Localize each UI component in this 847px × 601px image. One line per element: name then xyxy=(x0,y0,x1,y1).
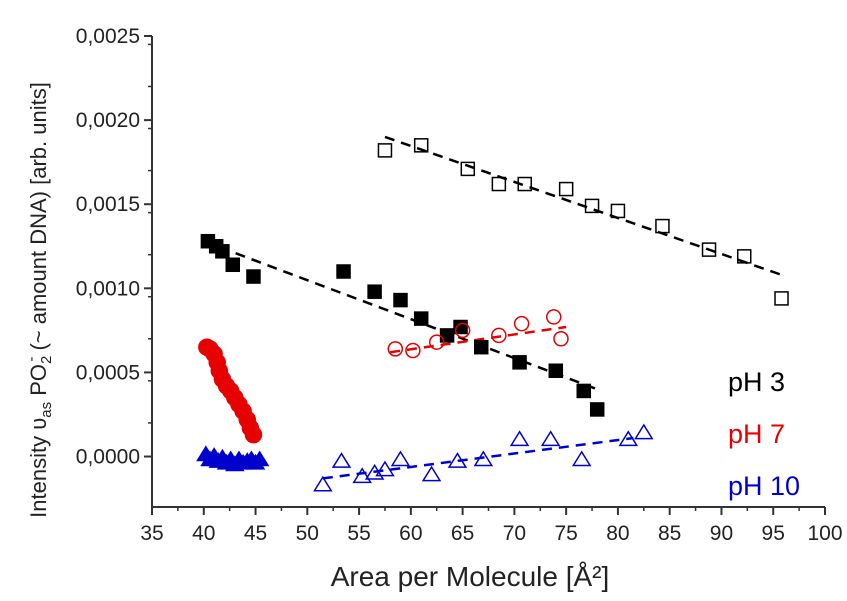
square-marker xyxy=(701,242,717,257)
y-axis: 0,0000 0,0005 0,0010 0,0015 0,0020 0,0025 xyxy=(76,25,152,469)
triangle-marker xyxy=(447,452,468,468)
y-tick-label: 0,0010 xyxy=(76,277,140,300)
y-tick-label: 0,0020 xyxy=(76,109,140,132)
square-marker xyxy=(367,284,382,299)
y-axis-title-mid-sub: 2 xyxy=(38,356,55,364)
circle-marker xyxy=(513,315,530,332)
legend: pH 3 pH 7 pH 10 xyxy=(728,367,800,501)
square-marker xyxy=(225,257,241,273)
x-axis: 35 40 45 50 55 60 65 70 75 80 85 90 95 100 xyxy=(140,507,843,545)
x-tick-label: 100 xyxy=(807,522,842,545)
x-axis-title: Area per Molecule [Å²] xyxy=(331,561,610,592)
y-axis-title-prefix: Intensity υ xyxy=(26,418,51,518)
legend-entry: pH 10 xyxy=(728,471,800,501)
data-points xyxy=(196,138,789,492)
circle-marker xyxy=(553,331,569,347)
x-tick-label: 60 xyxy=(399,522,422,545)
square-marker xyxy=(517,176,532,192)
x-tick-label: 40 xyxy=(192,522,215,545)
trend-line xyxy=(384,135,782,277)
y-axis-title-prefix-sub: as xyxy=(38,402,55,418)
x-tick-label: 75 xyxy=(554,522,577,545)
trend-line xyxy=(322,436,634,480)
triangle-marker xyxy=(331,452,352,468)
square-marker xyxy=(439,328,455,343)
x-tick-label: 80 xyxy=(606,522,629,545)
circle-marker xyxy=(428,334,445,350)
trend-line xyxy=(203,240,598,391)
square-marker xyxy=(589,402,605,417)
y-axis-title: Intensity υas PO2- (~ amount DNA) [arb. … xyxy=(23,82,55,518)
triangle-marker xyxy=(634,423,654,440)
square-marker xyxy=(774,291,789,306)
x-tick-label: 50 xyxy=(296,522,319,545)
square-marker xyxy=(393,292,408,308)
y-tick-label: 0,0005 xyxy=(76,361,140,384)
y-tick-label: 0,0015 xyxy=(76,193,140,216)
square-marker xyxy=(377,143,393,158)
x-tick-label: 35 xyxy=(140,522,163,545)
square-marker xyxy=(474,339,489,355)
square-marker xyxy=(460,161,476,177)
circle-marker xyxy=(454,322,471,339)
triangle-marker xyxy=(618,430,639,447)
triangle-marker xyxy=(509,430,530,447)
triangle-marker xyxy=(375,460,395,477)
square-marker xyxy=(584,198,600,214)
y-axis-title-mid-sup: - xyxy=(23,357,40,362)
square-marker xyxy=(736,249,752,264)
circle-marker xyxy=(545,309,562,325)
square-marker xyxy=(336,264,351,279)
legend-entry: pH 7 xyxy=(728,419,785,449)
square-marker xyxy=(215,244,230,259)
square-marker xyxy=(610,203,626,219)
legend-entry: pH 3 xyxy=(728,367,785,397)
x-tick-label: 85 xyxy=(658,522,681,545)
square-marker xyxy=(655,218,670,234)
square-marker xyxy=(413,138,429,153)
circle-marker xyxy=(491,327,507,344)
square-marker xyxy=(491,176,507,192)
square-marker xyxy=(413,311,429,326)
triangle-marker xyxy=(421,465,442,482)
triangle-marker xyxy=(571,450,592,467)
x-tick-label: 45 xyxy=(244,522,267,545)
x-tick-label: 55 xyxy=(347,522,370,545)
circle-marker xyxy=(405,342,421,359)
y-tick-label: 0,0025 xyxy=(76,25,140,48)
circle-marker xyxy=(387,341,404,357)
square-marker xyxy=(548,363,564,378)
square-marker xyxy=(512,355,527,370)
triangle-marker xyxy=(540,430,561,447)
triangle-marker xyxy=(249,450,270,467)
triangle-marker xyxy=(352,467,372,484)
square-marker xyxy=(246,269,261,284)
triangle-marker xyxy=(390,450,411,467)
x-tick-label: 65 xyxy=(451,522,474,545)
circle-marker xyxy=(244,425,263,444)
x-tick-label: 95 xyxy=(762,522,785,545)
x-tick-label: 90 xyxy=(710,522,733,545)
y-tick-label: 0,0000 xyxy=(76,446,140,469)
trend-line xyxy=(389,325,567,354)
square-marker xyxy=(576,383,592,399)
square-marker xyxy=(558,181,574,197)
x-tick-label: 70 xyxy=(503,522,526,545)
y-axis-title-suffix: (~ amount DNA) [arb. units] xyxy=(26,82,51,357)
y-axis-title-mid: PO xyxy=(26,364,51,402)
triangle-marker xyxy=(473,450,494,467)
triangle-marker xyxy=(313,475,333,492)
